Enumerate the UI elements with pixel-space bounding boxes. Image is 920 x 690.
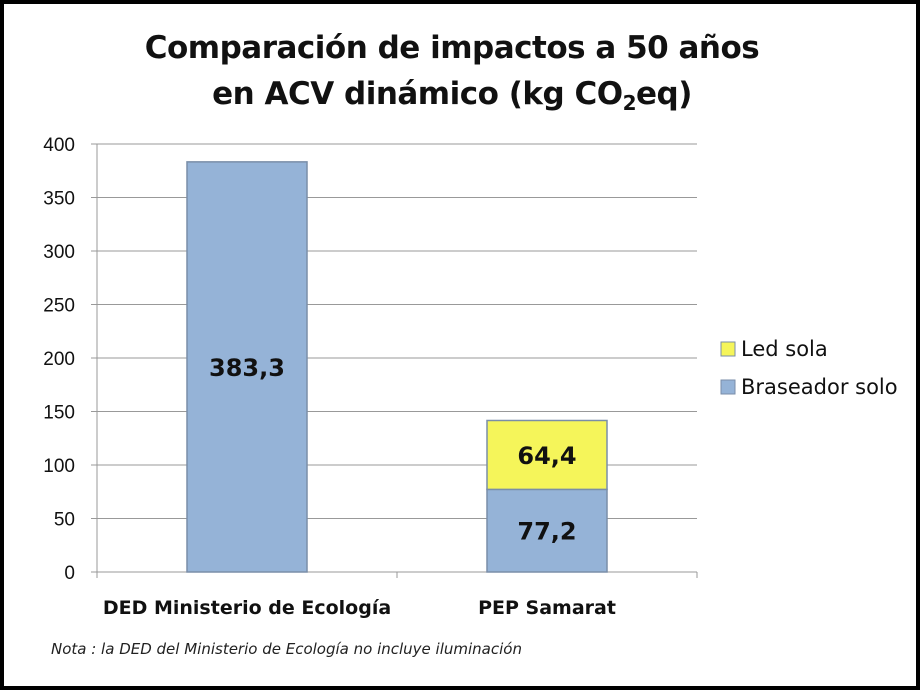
y-tick-label: 300 xyxy=(43,242,75,263)
y-tick-label: 400 xyxy=(43,135,75,156)
chart-title-line2: en ACV dinámico (kg CO2eq) xyxy=(4,74,900,123)
legend-swatch xyxy=(720,341,736,357)
y-tick-label: 250 xyxy=(43,296,75,317)
title-subscript: 2 xyxy=(622,91,637,115)
legend-label: Led sola xyxy=(741,337,828,361)
y-tick-label: 150 xyxy=(43,403,75,424)
title-text: en ACV dinámico (kg CO xyxy=(212,76,623,112)
x-category-label: DED Ministerio de Ecología xyxy=(103,597,391,619)
y-tick-label: 0 xyxy=(64,563,75,584)
title-text-end: eq) xyxy=(636,76,692,112)
x-category-label: PEP Samarat xyxy=(478,597,616,619)
data-label: 383,3 xyxy=(209,354,285,382)
chart-title-line1: Comparación de impactos a 50 años xyxy=(144,30,760,66)
y-tick-label: 350 xyxy=(43,189,75,210)
y-tick-label: 50 xyxy=(54,510,75,531)
data-label: 77,2 xyxy=(517,518,576,546)
legend-swatch xyxy=(720,379,736,395)
y-tick-label: 100 xyxy=(43,456,75,477)
bar-segment xyxy=(186,161,308,573)
footnote: Nota : la DED del Ministerio de Ecología… xyxy=(51,640,522,658)
slide: Comparación de impactos a 50 años en ACV… xyxy=(4,4,916,686)
legend-label: Braseador solo xyxy=(741,375,898,399)
stacked-bar-chart: 0 50 100 150 200 250 300 350 400 383,3 DED Ministe… xyxy=(43,135,898,619)
data-label: 64,4 xyxy=(517,442,576,470)
bar-segment xyxy=(486,419,608,491)
y-tick-label: 200 xyxy=(43,349,75,370)
